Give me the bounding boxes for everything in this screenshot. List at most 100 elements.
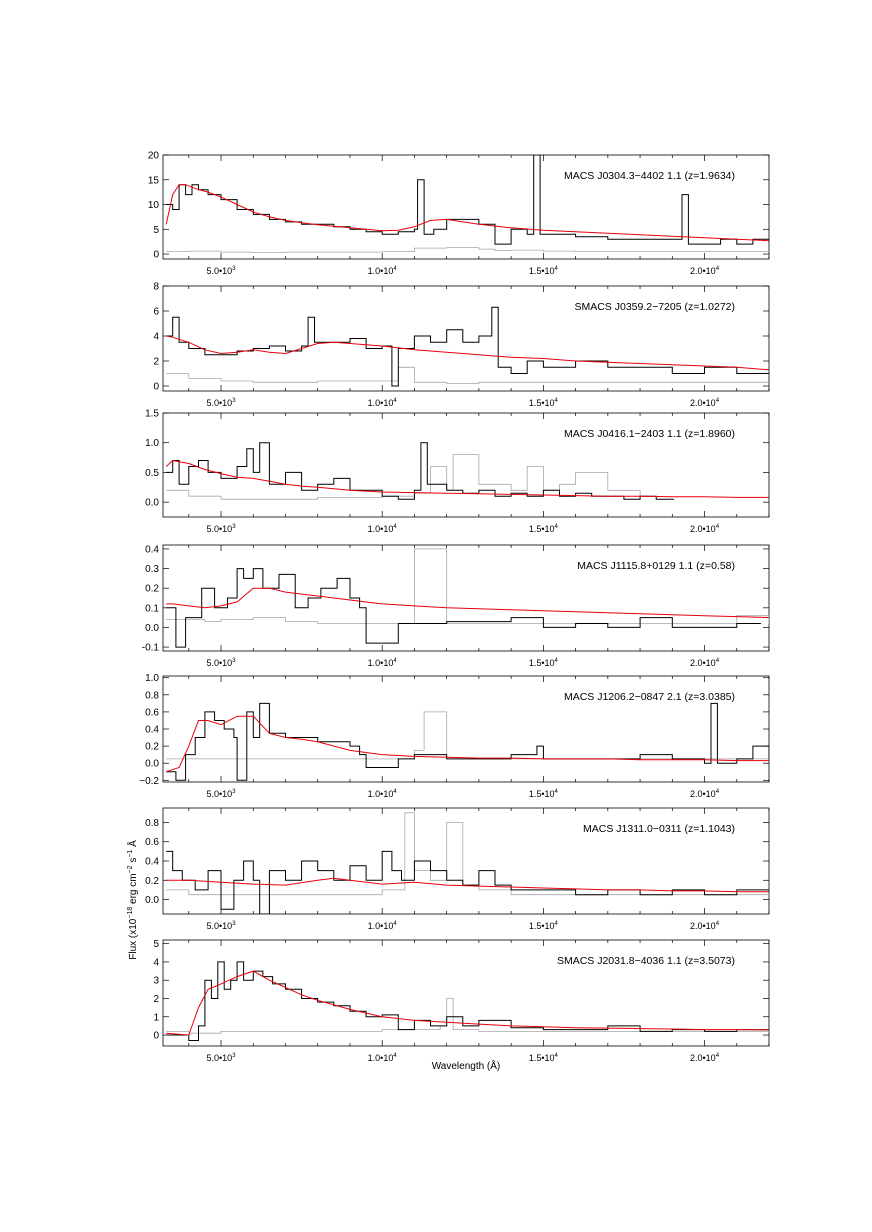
x-tick-mantissa: 5.0•10 <box>207 1053 233 1063</box>
y-tick-label: -0.1 <box>142 643 160 654</box>
model-spectrum-line <box>166 335 769 371</box>
x-tick-mantissa: 5.0•10 <box>207 789 233 799</box>
x-tick-label: 5.0•103 <box>207 1053 237 1063</box>
y-tick-label: 1.5 <box>145 409 159 420</box>
x-tick-mantissa: 1.0•10 <box>368 789 394 799</box>
x-tick-mantissa: 1.5•10 <box>529 266 555 276</box>
x-tick-exponent: 4 <box>716 658 720 664</box>
x-tick-exponent: 4 <box>716 266 720 272</box>
x-tick-exponent: 4 <box>555 398 559 404</box>
x-tick-exponent: 4 <box>555 789 559 795</box>
x-tick-mantissa: 1.5•10 <box>529 789 555 799</box>
y-axis-label-part: Å <box>126 840 139 850</box>
y-tick-label: 5 <box>153 225 159 236</box>
x-tick-mantissa: 2.0•10 <box>690 1053 716 1063</box>
y-tick-label: 0.0 <box>145 498 159 509</box>
y-tick-label: 1.0 <box>145 438 159 449</box>
y-tick-label: 20 <box>148 151 160 162</box>
x-tick-label: 1.0•104 <box>368 524 398 534</box>
x-tick-mantissa: 1.5•10 <box>529 1053 555 1063</box>
x-tick-exponent: 4 <box>393 789 397 795</box>
y-tick-label: 1.0 <box>145 673 159 684</box>
model-spectrum-line <box>165 184 769 242</box>
x-tick-label: 1.0•104 <box>368 658 398 668</box>
x-tick-mantissa: 1.5•10 <box>529 524 555 534</box>
y-tick-label: 0.2 <box>145 742 159 753</box>
x-tick-exponent: 3 <box>232 921 236 927</box>
x-tick-label: 1.5•104 <box>529 524 559 534</box>
y-tick-label: 6 <box>153 307 159 318</box>
x-tick-mantissa: 5.0•10 <box>207 524 233 534</box>
x-tick-exponent: 4 <box>393 524 397 530</box>
error-spectrum-line <box>166 366 769 384</box>
data-spectrum-line <box>166 306 769 387</box>
plot-frame <box>162 544 770 652</box>
x-tick-mantissa: 1.5•10 <box>529 921 555 931</box>
x-tick-mantissa: 1.0•10 <box>368 921 394 931</box>
y-tick-label: 8 <box>153 282 159 293</box>
y-tick-label: 0.2 <box>145 584 159 595</box>
data-spectrum-line <box>166 702 769 781</box>
y-tick-label: 0.2 <box>145 876 159 887</box>
x-tick-mantissa: 2.0•10 <box>690 266 716 276</box>
spectrum-panel-3: 5.0•103 1.0•104 1.5•104 2.0•1040.00.51.01.5… <box>145 409 770 534</box>
model-spectrum-line <box>166 587 769 619</box>
y-tick-label: 0.4 <box>145 544 159 555</box>
x-tick-exponent: 4 <box>393 921 397 927</box>
y-tick-label: 2 <box>153 994 159 1005</box>
x-tick-exponent: 4 <box>555 1053 559 1059</box>
x-tick-mantissa: 1.5•10 <box>529 658 555 668</box>
x-tick-exponent: 4 <box>555 524 559 530</box>
model-spectrum-line <box>165 459 769 498</box>
y-axis-label-exp: −2 <box>127 865 134 873</box>
x-tick-label: 1.0•104 <box>368 921 398 931</box>
x-tick-mantissa: 1.0•10 <box>368 658 394 668</box>
plot-frame <box>162 412 770 518</box>
x-tick-label: 1.0•104 <box>368 398 398 408</box>
x-tick-exponent: 4 <box>393 398 397 404</box>
y-tick-label: 0.0 <box>145 759 159 770</box>
x-tick-exponent: 3 <box>232 398 236 404</box>
x-tick-mantissa: 1.5•10 <box>529 398 555 408</box>
y-tick-label: 2 <box>153 357 159 368</box>
x-tick-mantissa: 2.0•10 <box>690 524 716 534</box>
x-tick-label: 5.0•103 <box>207 789 237 799</box>
plot-frame <box>162 939 770 1047</box>
y-tick-label: 1 <box>153 1012 159 1023</box>
x-tick-label: 2.0•104 <box>690 266 720 276</box>
spectrum-panel-5: 5.0•103 1.0•104 1.5•104 2.0•104−0.20.00.20.… <box>139 673 770 799</box>
x-tick-label: 1.0•104 <box>368 266 398 276</box>
x-tick-label: 5.0•103 <box>207 398 237 408</box>
y-tick-label: 10 <box>148 200 160 211</box>
x-tick-label: 1.5•104 <box>529 398 559 408</box>
x-tick-exponent: 4 <box>393 658 397 664</box>
x-tick-exponent: 4 <box>716 789 720 795</box>
spectrum-panel-4: 5.0•103 1.0•104 1.5•104 2.0•104-0.10.00.10.… <box>142 544 770 668</box>
x-tick-label: 5.0•103 <box>207 524 237 534</box>
x-tick-mantissa: 1.0•10 <box>368 524 394 534</box>
y-tick-label: −0.2 <box>139 776 159 787</box>
y-tick-label: 0.1 <box>145 603 159 614</box>
y-tick-label: 0 <box>153 382 159 393</box>
y-tick-label: 0.4 <box>145 725 159 736</box>
y-tick-label: 4 <box>153 332 159 343</box>
x-tick-mantissa: 1.0•10 <box>368 398 394 408</box>
error-spectrum-line <box>166 247 769 253</box>
panel-title: MACS J1311.0−0311 (z=1.1043) <box>583 823 735 835</box>
x-tick-mantissa: 2.0•10 <box>690 658 716 668</box>
x-tick-exponent: 4 <box>393 266 397 272</box>
x-tick-exponent: 4 <box>716 921 720 927</box>
error-spectrum-line <box>166 711 769 760</box>
y-axis-label-exp: −18 <box>127 907 134 919</box>
x-tick-label: 5.0•103 <box>207 266 237 276</box>
x-tick-exponent: 3 <box>232 789 236 795</box>
data-spectrum-line <box>166 850 769 914</box>
panel-title: MACS J0304.3−4402 1.1 (z=1.9634) <box>564 170 735 182</box>
panel-title: SMACS J0359.2−7205 (z=1.0272) <box>574 301 735 313</box>
model-spectrum-line <box>166 970 769 1036</box>
x-tick-exponent: 4 <box>716 524 720 530</box>
error-spectrum-line <box>166 998 769 1034</box>
data-spectrum-line <box>166 155 769 245</box>
x-tick-exponent: 4 <box>716 398 720 404</box>
data-spectrum-line <box>166 568 761 648</box>
